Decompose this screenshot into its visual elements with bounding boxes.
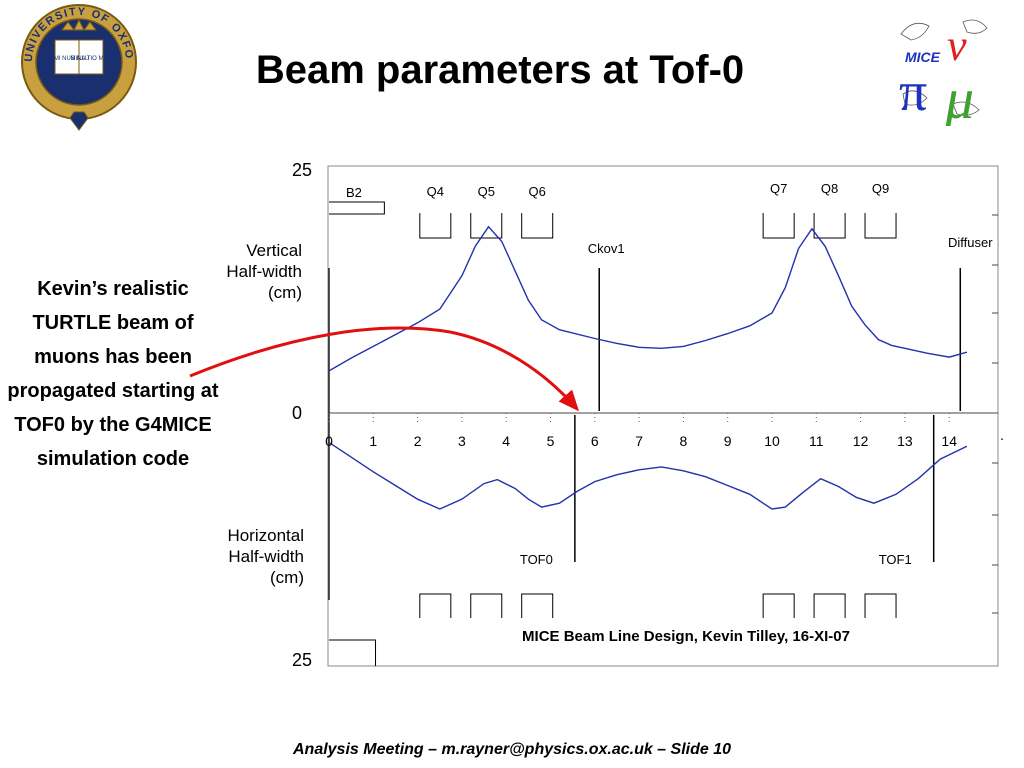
series-line-horizontal <box>328 441 968 510</box>
x-tick-label-7: 7 <box>635 433 643 449</box>
x-tick-label-1: 1 <box>369 433 377 449</box>
magnet-label-1: Q4 <box>427 184 444 199</box>
marker-label-0: Ckov1 <box>588 241 625 256</box>
side-note: Kevin’s realistic TURTLE beam of muons h… <box>7 278 219 470</box>
vertical-axis-label-line1: Vertical <box>246 241 302 260</box>
oxford-crest-book-right: MINA TIO MEA <box>71 56 112 62</box>
magnet-label-6: Q9 <box>872 181 889 196</box>
magnet-top-2 <box>470 213 503 239</box>
vertical-axis-label-line3: (cm) <box>268 283 302 302</box>
magnet-top-6 <box>864 213 897 239</box>
mice-logo-mu: μ <box>944 66 974 126</box>
stray-dot: . <box>1000 427 1004 443</box>
plot-frame <box>327 165 999 667</box>
annotation-arrow <box>189 326 580 412</box>
magnet-label-0: B2 <box>346 185 362 200</box>
x-tick-label-3: 3 <box>458 433 466 449</box>
oxford-crest-ribbon <box>69 111 89 131</box>
mice-logo-nu: ν <box>947 21 967 70</box>
x-tick-label-0: 0 <box>325 433 333 449</box>
chart-credit: MICE Beam Line Design, Kevin Tilley, 16-… <box>522 628 850 645</box>
series-line-vertical <box>328 225 968 372</box>
vertical-axis-label: Vertical Half-width (cm) <box>200 240 302 303</box>
magnet-label-2: Q5 <box>478 184 495 199</box>
magnet-top-3 <box>521 213 554 239</box>
footer: Analysis Meeting – m.rayner@physics.ox.a… <box>292 741 731 758</box>
horizontal-axis-label-line1: Horizontal <box>227 526 304 545</box>
y-label-middle: 0 <box>292 403 303 423</box>
oxford-crest-crown <box>61 18 97 31</box>
vertical-axis-label-line2: Half-width <box>226 262 302 281</box>
horizontal-axis-label: Horizontal Half-width (cm) <box>200 525 304 588</box>
x-tick-label-13: 13 <box>897 433 913 449</box>
x-tick-label-11: 11 <box>809 433 824 449</box>
marker-label-1: Diffuser <box>948 235 993 250</box>
horizontal-axis-label-line3: (cm) <box>270 568 304 587</box>
magnet-top-4 <box>762 213 795 239</box>
magnet-top-0 <box>329 201 385 215</box>
magnet-bottom-6 <box>864 593 897 618</box>
magnet-bottom-2 <box>470 593 503 618</box>
horizontal-axis-label-line2: Half-width <box>228 547 304 566</box>
marker-label-2: TOF0 <box>520 552 553 567</box>
magnet-bottom-1 <box>419 593 452 618</box>
x-tick-label-12: 12 <box>853 433 869 449</box>
magnet-bottom-3 <box>521 593 554 618</box>
marker-label-3: TOF1 <box>879 552 912 567</box>
y-label-top: 25 <box>292 160 313 180</box>
magnet-bottom-0 <box>329 639 377 666</box>
mice-logo-pi: π <box>899 61 927 123</box>
magnet-top-5 <box>813 213 846 239</box>
slide-title: Beam parameters at Tof-0 <box>255 48 745 92</box>
x-tick-label-8: 8 <box>680 433 688 449</box>
magnet-bottom-4 <box>762 593 795 618</box>
magnet-label-5: Q8 <box>821 181 838 196</box>
y-label-bottom: 25 <box>292 650 313 670</box>
x-tick-label-5: 5 <box>547 433 555 449</box>
x-tick-label-10: 10 <box>764 433 780 449</box>
mice-logo-text: MICE <box>905 49 941 65</box>
x-tick-label-6: 6 <box>591 433 599 449</box>
oxford-crest-book-left: DOMI NUS ILLU <box>45 56 89 62</box>
magnet-label-3: Q6 <box>529 184 546 199</box>
magnet-bottom-5 <box>813 593 846 618</box>
x-tick-label-9: 9 <box>724 433 732 449</box>
mice-logo: MICE π ν μ <box>899 19 988 126</box>
x-tick-label-4: 4 <box>502 433 510 449</box>
x-tick-label-2: 2 <box>414 433 422 449</box>
oxford-crest-logo: UNIVERSITY OF OXFORD DOMI NUS ILLU MINA … <box>18 0 137 131</box>
magnet-top-1 <box>419 213 452 239</box>
magnet-label-4: Q7 <box>770 181 787 196</box>
x-tick-label-14: 14 <box>941 433 957 449</box>
